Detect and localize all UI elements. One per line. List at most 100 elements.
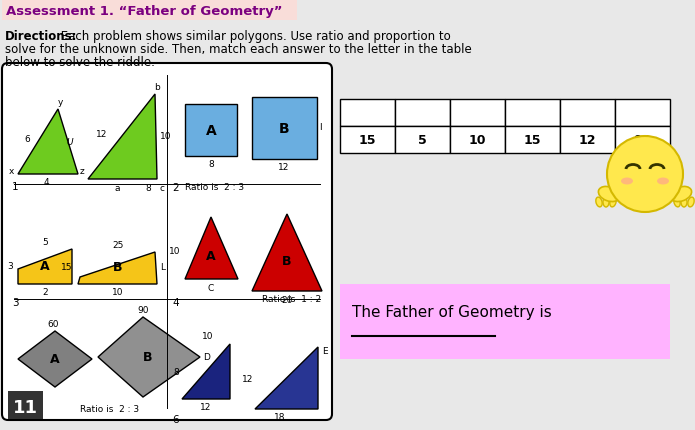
Text: 12: 12: [242, 375, 253, 384]
Bar: [615, 127, 670, 154]
Bar: [560, 127, 615, 154]
Text: 2: 2: [42, 287, 48, 296]
Text: L: L: [160, 263, 165, 272]
Text: Ratio is  2 : 3: Ratio is 2 : 3: [80, 405, 139, 414]
Text: Each problem shows similar polygons. Use ratio and proportion to: Each problem shows similar polygons. Use…: [57, 30, 451, 43]
Polygon shape: [252, 215, 322, 291]
Bar: [395, 100, 450, 127]
Bar: [340, 127, 395, 154]
Text: 15: 15: [359, 134, 376, 147]
Text: U: U: [66, 138, 72, 147]
Text: 3: 3: [12, 297, 19, 307]
Text: B: B: [113, 261, 123, 274]
Bar: [8, 391, 43, 419]
Text: solve for the unknown side. Then, match each answer to the letter in the table: solve for the unknown side. Then, match …: [5, 43, 472, 56]
Bar: [450, 127, 505, 154]
Text: y: y: [57, 98, 63, 107]
Text: A: A: [40, 260, 50, 273]
Text: 11: 11: [13, 398, 38, 416]
Text: 18: 18: [275, 412, 286, 421]
Text: Assessment 1. “Father of Geometry”: Assessment 1. “Father of Geometry”: [6, 6, 282, 18]
Text: 12: 12: [200, 402, 212, 411]
Polygon shape: [18, 331, 92, 387]
Text: 2: 2: [172, 183, 179, 193]
Bar: [505, 100, 560, 127]
Text: B: B: [279, 122, 289, 136]
Text: C: C: [208, 283, 214, 292]
Text: 25: 25: [113, 240, 124, 249]
Text: 12: 12: [96, 130, 107, 139]
Text: 8: 8: [208, 160, 214, 169]
Bar: [252, 98, 317, 160]
Bar: [185, 105, 237, 157]
FancyBboxPatch shape: [340, 284, 670, 359]
Text: l: l: [319, 123, 322, 132]
Ellipse shape: [610, 198, 616, 207]
Text: 5: 5: [418, 134, 427, 147]
Circle shape: [607, 137, 683, 212]
Ellipse shape: [598, 187, 620, 202]
Text: a: a: [114, 184, 120, 193]
Text: 90: 90: [634, 134, 651, 147]
Text: 15: 15: [524, 134, 541, 147]
Text: 4: 4: [172, 297, 179, 307]
Text: x: x: [8, 167, 14, 176]
Text: b: b: [154, 83, 160, 92]
Text: 10: 10: [160, 132, 172, 141]
Polygon shape: [18, 249, 72, 284]
Text: 10: 10: [113, 287, 124, 296]
Text: 90: 90: [137, 305, 149, 314]
Text: 60: 60: [47, 319, 59, 328]
Text: B: B: [143, 351, 153, 364]
Text: z: z: [80, 167, 85, 176]
Bar: [395, 127, 450, 154]
Text: A: A: [206, 124, 216, 138]
Text: E: E: [322, 347, 327, 356]
Text: Ratio is  1 : 2: Ratio is 1 : 2: [262, 294, 321, 303]
Text: c: c: [160, 184, 165, 193]
Text: 10: 10: [168, 247, 180, 256]
Polygon shape: [182, 344, 230, 399]
Ellipse shape: [671, 187, 692, 202]
Bar: [340, 100, 395, 127]
Text: 5: 5: [42, 237, 48, 246]
Bar: [505, 127, 560, 154]
Ellipse shape: [688, 198, 694, 207]
Polygon shape: [88, 95, 157, 180]
Text: 12: 12: [278, 163, 290, 172]
Text: A: A: [50, 353, 60, 366]
Text: 6: 6: [172, 414, 179, 424]
FancyBboxPatch shape: [2, 1, 297, 21]
Polygon shape: [78, 252, 157, 284]
Text: 6: 6: [24, 135, 30, 144]
Text: below to solve the riddle.: below to solve the riddle.: [5, 56, 155, 69]
Polygon shape: [18, 110, 78, 175]
Ellipse shape: [596, 198, 602, 207]
FancyBboxPatch shape: [2, 64, 332, 420]
Text: The Father of Geometry is: The Father of Geometry is: [352, 305, 552, 320]
Text: 3: 3: [7, 262, 13, 271]
Ellipse shape: [674, 198, 680, 207]
Text: 20: 20: [281, 295, 293, 304]
Ellipse shape: [657, 178, 669, 185]
Text: 4: 4: [43, 178, 49, 187]
Polygon shape: [185, 218, 238, 280]
Text: A: A: [206, 250, 216, 263]
Polygon shape: [98, 317, 200, 397]
Bar: [450, 100, 505, 127]
Ellipse shape: [681, 197, 687, 208]
Text: Ratio is  2 : 3: Ratio is 2 : 3: [185, 183, 244, 191]
Text: 15: 15: [60, 263, 72, 272]
Polygon shape: [255, 347, 318, 409]
Text: 8: 8: [173, 368, 179, 377]
Text: B: B: [282, 255, 292, 268]
Bar: [560, 100, 615, 127]
Text: 10: 10: [202, 331, 214, 340]
Text: 1: 1: [12, 181, 19, 191]
Text: Directions:: Directions:: [5, 30, 78, 43]
Ellipse shape: [603, 197, 609, 208]
Bar: [615, 100, 670, 127]
Text: D: D: [203, 353, 210, 362]
Ellipse shape: [621, 178, 633, 185]
Text: 12: 12: [579, 134, 596, 147]
